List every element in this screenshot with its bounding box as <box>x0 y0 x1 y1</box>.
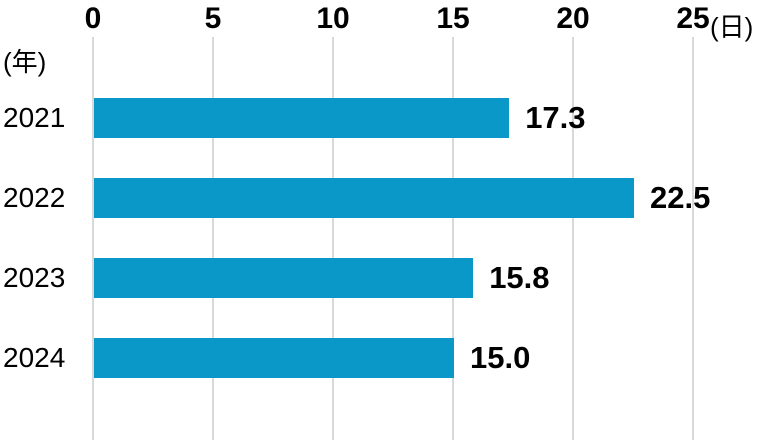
gridline <box>92 37 94 440</box>
x-tick-label: 20 <box>556 2 590 35</box>
x-tick-label: 10 <box>316 2 350 35</box>
category-label: 2024 <box>3 342 66 373</box>
value-label: 22.5 <box>650 180 711 215</box>
gridline <box>332 37 334 440</box>
bar <box>94 258 474 298</box>
x-axis-unit-label: (日) <box>710 12 754 42</box>
category-label: 2022 <box>3 182 66 213</box>
y-axis-unit-label: (年) <box>3 47 47 77</box>
value-label: 15.8 <box>489 260 550 295</box>
x-tick-label: 25 <box>676 2 710 35</box>
bar <box>94 338 454 378</box>
gridline <box>572 37 574 440</box>
value-label: 15.0 <box>470 340 531 375</box>
bar <box>94 98 510 138</box>
category-label: 2021 <box>3 102 66 133</box>
gridline <box>452 37 454 440</box>
x-tick-label: 0 <box>84 2 102 35</box>
category-label: 2023 <box>3 262 66 293</box>
gridline <box>212 37 214 440</box>
x-tick-label: 15 <box>436 2 470 35</box>
bar <box>94 178 634 218</box>
gridline <box>692 37 694 440</box>
x-tick-label: 5 <box>204 2 222 35</box>
value-label: 17.3 <box>525 100 586 135</box>
